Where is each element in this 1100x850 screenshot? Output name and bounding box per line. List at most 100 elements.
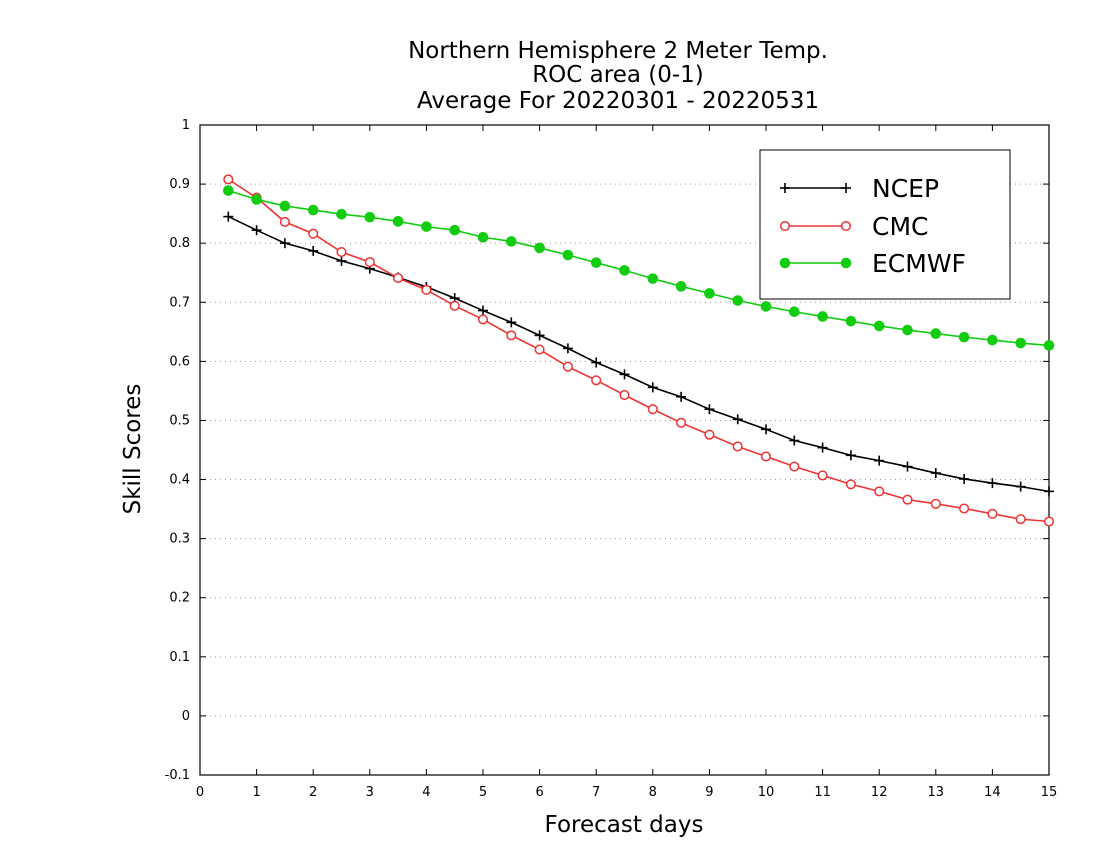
cmc-point (874, 486, 885, 497)
ncep-point (308, 245, 319, 256)
y-tick-label: 0 (182, 709, 190, 724)
cmc-point (223, 174, 234, 185)
cmc-point (477, 314, 489, 325)
ecmwf-point (562, 249, 574, 261)
cmc-point (393, 272, 404, 284)
cmc-point (1043, 516, 1055, 527)
x-tick-label: 7 (592, 785, 600, 800)
x-tick-label: 2 (309, 785, 317, 800)
legend-marker-ncep (780, 183, 790, 193)
chart-title: Northern Hemisphere 2 Meter Temp. ROC ar… (408, 38, 828, 114)
x-tick-label: 12 (871, 785, 888, 800)
ecmwf-point (336, 208, 347, 220)
legend-box (759, 149, 1011, 300)
ncep-point (902, 461, 913, 472)
legend-label-ecmwf: ECMWF (872, 249, 966, 278)
cmc-point (789, 461, 800, 472)
ecmwf-point (732, 295, 744, 306)
ecmwf-point (760, 301, 772, 312)
legend-entry-ecmwf: ECMWF (779, 249, 966, 278)
x-tick-label: 11 (814, 785, 831, 800)
y-tick-label: 1 (182, 118, 190, 133)
ncep-point (647, 382, 658, 393)
ncep-point (845, 450, 856, 461)
x-tick-label: 10 (758, 785, 775, 800)
cmc-point (676, 417, 687, 428)
ncep-point (223, 211, 234, 222)
cmc-point (959, 503, 970, 514)
x-tick-label: 9 (705, 785, 713, 800)
cmc-point (760, 451, 772, 462)
ecmwf-point (987, 334, 998, 346)
y-tick-label: 0.7 (169, 295, 190, 310)
cmc-point (845, 479, 856, 490)
legend-marker-cmc (840, 220, 852, 232)
cmc-point (930, 498, 941, 509)
cmc-point (421, 284, 432, 295)
cmc-point (308, 228, 319, 239)
x-tick-label: 8 (649, 785, 657, 800)
ecmwf-point (1015, 337, 1027, 349)
cmc-point (1015, 514, 1026, 525)
y-axis-label: Skill Scores (120, 384, 146, 515)
legend-entry-ncep: NCEP (780, 174, 939, 203)
x-tick-label: 13 (928, 785, 945, 800)
ncep-point (732, 414, 743, 425)
series-layer (223, 174, 1055, 527)
title-line-2: ROC area (0-1) (532, 62, 704, 88)
plot-frame (199, 124, 1050, 776)
cmc-point (534, 344, 545, 355)
ncep-point (534, 330, 545, 341)
cmc-point (449, 300, 460, 311)
ecmwf-point (873, 320, 885, 332)
ecmwf-point (534, 242, 545, 254)
legend-marker-ncep (841, 183, 851, 193)
y-tick-label: 0.6 (169, 354, 190, 369)
cmc-point (732, 441, 743, 452)
x-tick-label: 3 (366, 785, 374, 800)
ncep-point (336, 255, 347, 266)
ncep-point (562, 343, 573, 354)
x-tick-label: 4 (422, 785, 430, 800)
ecmwf-point (704, 288, 715, 299)
x-tick-label: 1 (252, 785, 260, 800)
legend-label-cmc: CMC (872, 212, 928, 241)
y-tick-label: 0.5 (169, 413, 190, 428)
ncep-point (591, 357, 602, 368)
y-tick-label: 0.8 (169, 236, 190, 251)
ecmwf-point (307, 204, 319, 216)
cmc-point (336, 246, 347, 258)
legend-entries: NCEP CMC ECMWF (779, 174, 966, 278)
cmc-point (562, 361, 573, 372)
ncep-point (619, 369, 630, 380)
x-tick-label: 6 (535, 785, 543, 800)
ncep-point (987, 478, 998, 489)
ncep-point (959, 473, 970, 484)
ncep-point (506, 317, 517, 328)
x-tick-label: 5 (479, 785, 487, 800)
ecmwf-point (590, 257, 602, 268)
ecmwf-point (619, 265, 630, 276)
cmc-point (279, 216, 290, 227)
legend-marker-ecmwf (779, 257, 791, 269)
y-tick-label: -0.1 (165, 768, 190, 783)
ncep-point (1044, 486, 1054, 497)
x-tick-label: 15 (1041, 785, 1058, 800)
ncep-point (930, 468, 941, 479)
ecmwf-point (223, 185, 234, 196)
legend-marker-ecmwf (840, 257, 852, 269)
series-cmc (223, 174, 1055, 527)
legend-marker-cmc (779, 220, 791, 232)
cmc-point (704, 429, 715, 440)
ecmwf-point (817, 311, 828, 322)
x-axis-label: Forecast days (545, 812, 704, 838)
y-tick-label: 0.9 (169, 177, 190, 192)
legend-label-ncep: NCEP (872, 174, 939, 203)
ecmwf-point (364, 211, 376, 223)
ncep-point (251, 225, 262, 236)
ecmwf-point (392, 216, 404, 227)
ecmwf-point (449, 224, 461, 236)
cmc-point (987, 508, 998, 519)
legend-entry-cmc: CMC (779, 212, 928, 241)
cmc-point (591, 375, 602, 386)
